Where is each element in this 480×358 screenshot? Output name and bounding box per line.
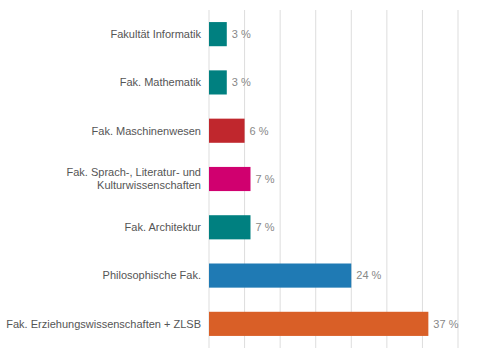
bar [209, 215, 251, 239]
category-label: Fak. Architektur [125, 221, 202, 233]
category-label: Fak. Maschinenwesen [92, 125, 201, 137]
category-label: Philosophische Fak. [103, 269, 201, 281]
grid-line [351, 10, 352, 348]
grid-line [458, 10, 459, 348]
bar [209, 312, 428, 336]
bars [209, 22, 428, 336]
data-label: 7 % [256, 221, 275, 233]
category-label: Fak. Erziehungswissenschaften + ZLSB [6, 318, 201, 330]
bar [209, 264, 351, 288]
data-label: 24 % [356, 269, 381, 281]
grid-line [280, 10, 281, 348]
y-tick-labels: Fak. Erziehungswissenschaften + ZLSB Phil… [6, 28, 201, 330]
category-label: Fak. Mathematik [120, 76, 202, 88]
data-label: 3 % [232, 76, 251, 88]
data-label: 6 % [250, 125, 269, 137]
data-label: 37 % [433, 318, 458, 330]
chart: Fak. Erziehungswissenschaften + ZLSB Phil… [0, 0, 480, 358]
bar [209, 119, 245, 143]
bar [209, 167, 251, 191]
grid-line [422, 10, 423, 348]
data-label: 7 % [256, 173, 275, 185]
bar [209, 70, 227, 94]
data-labels: 37 % 24 % 7 % 7 % 6 % 3 % 3 % [232, 28, 459, 330]
grid [209, 10, 458, 348]
category-label: Fakultät Informatik [111, 28, 202, 40]
grid-line [315, 10, 316, 348]
category-label: Fak. Sprach-, Literatur- undKulturwissen… [66, 166, 201, 191]
grid-line [386, 10, 387, 348]
data-label: 3 % [232, 28, 251, 40]
bar [209, 22, 227, 46]
